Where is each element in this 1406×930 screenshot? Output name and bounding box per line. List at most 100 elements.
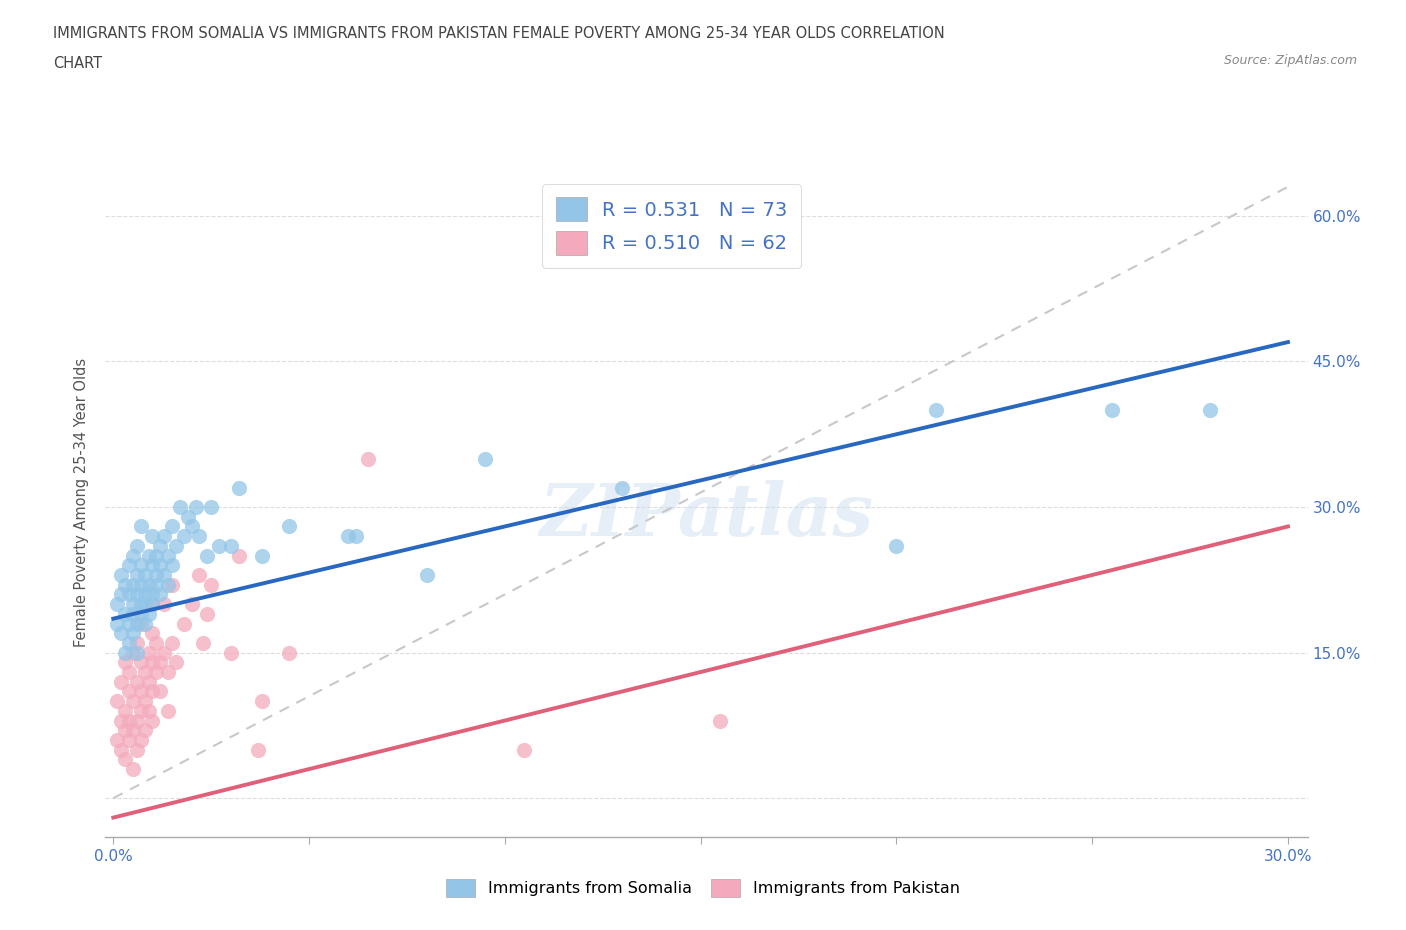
Point bbox=[228, 480, 250, 495]
Point bbox=[141, 597, 163, 612]
Point bbox=[228, 548, 250, 563]
Point bbox=[141, 626, 163, 641]
Point bbox=[110, 587, 132, 602]
Point bbox=[138, 606, 160, 621]
Point bbox=[138, 703, 160, 718]
Point bbox=[188, 567, 211, 582]
Point bbox=[129, 597, 152, 612]
Point bbox=[121, 597, 143, 612]
Point bbox=[125, 645, 148, 660]
Point bbox=[188, 529, 211, 544]
Point bbox=[709, 713, 731, 728]
Point bbox=[157, 665, 180, 680]
Point bbox=[149, 684, 172, 698]
Point bbox=[114, 723, 136, 737]
Point bbox=[612, 480, 634, 495]
Point bbox=[160, 578, 183, 592]
Point bbox=[118, 713, 141, 728]
Point bbox=[129, 703, 152, 718]
Point bbox=[110, 713, 132, 728]
Point bbox=[219, 645, 242, 660]
Point bbox=[125, 674, 148, 689]
Point bbox=[180, 519, 202, 534]
Point bbox=[886, 538, 908, 553]
Point bbox=[125, 742, 148, 757]
Point bbox=[110, 674, 132, 689]
Point bbox=[141, 684, 163, 698]
Point bbox=[125, 587, 148, 602]
Point bbox=[129, 558, 152, 573]
Point bbox=[110, 742, 132, 757]
Point bbox=[219, 538, 242, 553]
Point bbox=[195, 606, 218, 621]
Point bbox=[157, 703, 180, 718]
Point bbox=[157, 578, 180, 592]
Point bbox=[200, 499, 222, 514]
Point bbox=[110, 567, 132, 582]
Point bbox=[138, 548, 160, 563]
Point bbox=[160, 519, 183, 534]
Point bbox=[121, 548, 143, 563]
Point bbox=[114, 655, 136, 670]
Point bbox=[118, 665, 141, 680]
Point bbox=[924, 403, 946, 418]
Point bbox=[357, 451, 380, 466]
Point bbox=[195, 548, 218, 563]
Point bbox=[141, 597, 163, 612]
Point bbox=[278, 645, 301, 660]
Point bbox=[134, 597, 156, 612]
Point bbox=[134, 665, 156, 680]
Point bbox=[344, 529, 367, 544]
Point bbox=[129, 733, 152, 748]
Point bbox=[1101, 403, 1123, 418]
Point bbox=[474, 451, 496, 466]
Point bbox=[200, 578, 222, 592]
Point bbox=[176, 510, 198, 525]
Point bbox=[165, 538, 187, 553]
Point bbox=[250, 548, 273, 563]
Point bbox=[121, 723, 143, 737]
Point bbox=[118, 587, 141, 602]
Point bbox=[114, 752, 136, 767]
Point bbox=[1198, 403, 1220, 418]
Point bbox=[138, 674, 160, 689]
Point bbox=[138, 645, 160, 660]
Point bbox=[134, 723, 156, 737]
Point bbox=[121, 606, 143, 621]
Point bbox=[129, 655, 152, 670]
Point bbox=[415, 567, 437, 582]
Point bbox=[129, 616, 152, 631]
Point bbox=[114, 578, 136, 592]
Point bbox=[157, 548, 180, 563]
Point bbox=[121, 762, 143, 777]
Point bbox=[125, 616, 148, 631]
Point bbox=[121, 626, 143, 641]
Point bbox=[125, 635, 148, 650]
Legend: Immigrants from Somalia, Immigrants from Pakistan: Immigrants from Somalia, Immigrants from… bbox=[440, 872, 966, 904]
Point bbox=[141, 655, 163, 670]
Point bbox=[114, 606, 136, 621]
Point bbox=[129, 684, 152, 698]
Point bbox=[169, 499, 191, 514]
Point bbox=[145, 567, 167, 582]
Y-axis label: Female Poverty Among 25-34 Year Olds: Female Poverty Among 25-34 Year Olds bbox=[75, 358, 90, 646]
Point bbox=[165, 655, 187, 670]
Point bbox=[337, 529, 360, 544]
Point bbox=[141, 529, 163, 544]
Point bbox=[105, 733, 128, 748]
Point bbox=[129, 578, 152, 592]
Point bbox=[121, 578, 143, 592]
Text: CHART: CHART bbox=[53, 56, 103, 71]
Point bbox=[129, 606, 152, 621]
Point bbox=[118, 733, 141, 748]
Point bbox=[184, 499, 207, 514]
Point bbox=[145, 635, 167, 650]
Point bbox=[118, 635, 141, 650]
Point bbox=[208, 538, 231, 553]
Point bbox=[173, 529, 195, 544]
Point bbox=[114, 645, 136, 660]
Point bbox=[141, 558, 163, 573]
Point bbox=[145, 548, 167, 563]
Point bbox=[141, 587, 163, 602]
Point bbox=[247, 742, 270, 757]
